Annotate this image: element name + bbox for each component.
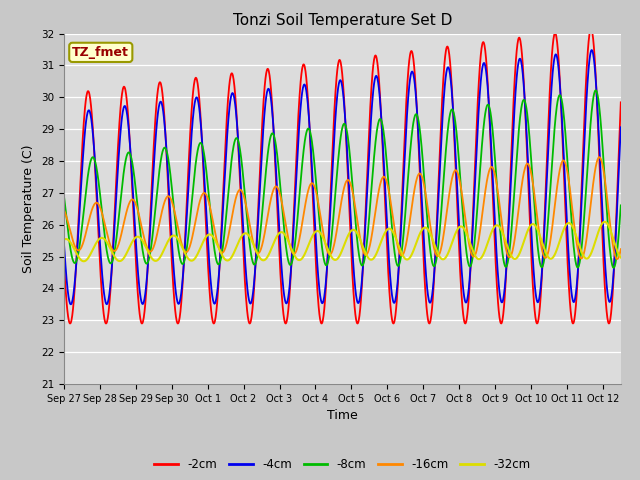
-16cm: [613, 256, 621, 262]
-32cm: [601, 219, 609, 225]
-4cm: [67, 301, 75, 307]
-4cm: [221, 168, 229, 174]
-4cm: [272, 159, 280, 165]
-4cm: [60, 241, 68, 247]
-16cm: [60, 207, 68, 213]
-4cm: [482, 65, 490, 71]
-2cm: [617, 99, 625, 105]
Line: -16cm: -16cm: [64, 157, 621, 259]
-2cm: [587, 26, 595, 32]
-2cm: [60, 261, 68, 267]
-2cm: [246, 321, 253, 326]
-16cm: [543, 253, 551, 259]
Line: -32cm: -32cm: [64, 222, 621, 261]
-4cm: [543, 163, 551, 168]
Line: -8cm: -8cm: [64, 90, 621, 268]
-32cm: [161, 246, 168, 252]
-32cm: [482, 246, 490, 252]
-32cm: [272, 236, 280, 242]
-16cm: [160, 201, 168, 206]
Line: -2cm: -2cm: [64, 29, 621, 324]
Text: TZ_fmet: TZ_fmet: [72, 46, 129, 59]
-32cm: [543, 253, 551, 259]
-8cm: [60, 193, 68, 199]
-8cm: [543, 231, 551, 237]
-32cm: [221, 256, 229, 262]
-16cm: [481, 189, 489, 194]
Line: -4cm: -4cm: [64, 50, 621, 304]
-2cm: [482, 51, 490, 57]
-2cm: [543, 143, 551, 148]
-32cm: [171, 233, 179, 239]
-4cm: [171, 280, 179, 286]
-4cm: [617, 124, 625, 130]
-32cm: [60, 237, 68, 242]
-4cm: [161, 119, 168, 125]
Y-axis label: Soil Temperature (C): Soil Temperature (C): [22, 144, 35, 273]
X-axis label: Time: Time: [327, 409, 358, 422]
-16cm: [596, 155, 604, 160]
-2cm: [221, 156, 228, 162]
-32cm: [617, 254, 625, 260]
-16cm: [617, 246, 625, 252]
Title: Tonzi Soil Temperature Set D: Tonzi Soil Temperature Set D: [233, 13, 452, 28]
-16cm: [171, 208, 179, 214]
-8cm: [221, 228, 228, 234]
Legend: -2cm, -4cm, -8cm, -16cm, -32cm: -2cm, -4cm, -8cm, -16cm, -32cm: [150, 454, 535, 476]
-2cm: [160, 108, 168, 114]
-2cm: [272, 168, 280, 174]
-16cm: [221, 247, 228, 252]
-4cm: [588, 47, 595, 53]
-8cm: [171, 212, 179, 217]
-8cm: [592, 87, 600, 93]
-8cm: [271, 138, 279, 144]
-2cm: [171, 300, 179, 305]
-32cm: [80, 258, 88, 264]
-8cm: [160, 145, 168, 151]
-8cm: [481, 110, 489, 116]
-16cm: [271, 184, 279, 190]
-8cm: [617, 203, 625, 208]
-8cm: [610, 265, 618, 271]
